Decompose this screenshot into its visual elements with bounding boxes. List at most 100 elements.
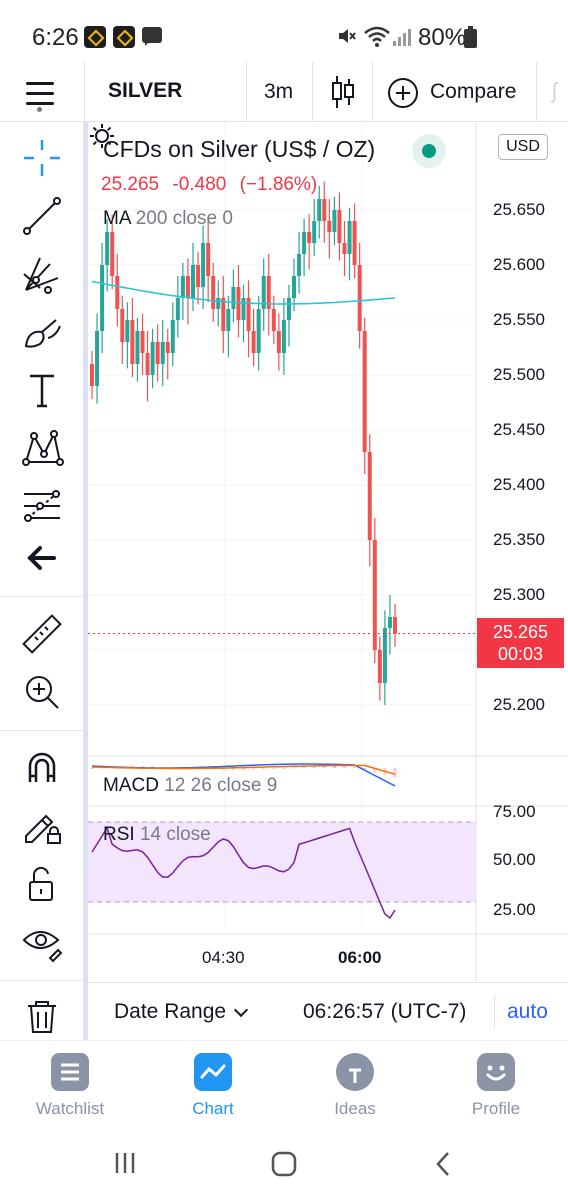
candle-body xyxy=(100,265,105,331)
magnet-icon[interactable] xyxy=(18,744,66,792)
nav-ideas[interactable]: Ideas xyxy=(300,1051,410,1131)
brush-icon[interactable] xyxy=(18,308,66,356)
candle-body xyxy=(95,331,100,386)
candle-body xyxy=(297,254,302,276)
candlestick-chart-type-icon[interactable] xyxy=(330,74,356,110)
battery-icon xyxy=(464,26,477,48)
candle-body xyxy=(145,353,150,375)
macd-indicator-legend[interactable]: MACD 12 26 close 9 xyxy=(103,775,277,797)
candle-body xyxy=(175,298,180,320)
candle-body xyxy=(251,331,256,353)
candle-body xyxy=(393,617,397,634)
candle-body xyxy=(347,221,352,254)
macd-histogram-bar xyxy=(363,768,367,771)
price-change: -0.480 xyxy=(172,174,227,195)
symbol-button[interactable]: SILVER xyxy=(108,79,183,102)
home-icon[interactable] xyxy=(270,1150,298,1178)
price-axis-label: 25.600 xyxy=(493,255,545,274)
candle-body xyxy=(165,342,170,353)
lock-drawings-pencil-icon[interactable] xyxy=(18,802,66,850)
smiley-profile-icon xyxy=(477,1053,515,1091)
interval-button[interactable]: 3m xyxy=(264,80,294,103)
macd-histogram-bar xyxy=(393,768,397,778)
ma-line xyxy=(91,280,396,305)
rsi-indicator-legend[interactable]: RSI 14 close xyxy=(103,824,211,846)
macd-histogram-bar xyxy=(252,768,256,770)
last-price: 25.265 xyxy=(101,174,160,195)
bottom-navigation: Watchlist Chart Ideas Profile xyxy=(0,1040,568,1132)
prediction-tool-icon[interactable] xyxy=(18,482,66,530)
macd-histogram-bar xyxy=(332,766,336,768)
battery-percent: 80% xyxy=(418,24,467,51)
macd-histogram-bar xyxy=(272,768,276,769)
candle-body xyxy=(130,320,135,364)
rsi-axis-label: 50.00 xyxy=(493,850,536,869)
zoom-in-icon[interactable] xyxy=(18,668,66,716)
price-axis-label: 25.550 xyxy=(493,310,545,329)
candle-body xyxy=(276,331,281,353)
indicators-icon[interactable]: ʃ xyxy=(552,78,557,103)
date-range-button[interactable]: Date Range xyxy=(114,1000,227,1023)
rsi-params: 14 close xyxy=(139,824,211,845)
candle-body xyxy=(307,232,312,243)
macd-name: MACD xyxy=(103,775,159,796)
text-tool-icon[interactable] xyxy=(18,366,66,414)
chart-pane[interactable]: CFDs on Silver (US$ / OZ) 25.265 -0.480 … xyxy=(88,122,568,982)
watchlist-icon xyxy=(51,1053,89,1091)
candle-body xyxy=(271,309,276,331)
candle-body xyxy=(332,210,337,232)
macd-histogram-bar xyxy=(141,766,144,768)
nav-profile[interactable]: Profile xyxy=(441,1051,551,1131)
currency-badge[interactable]: USD xyxy=(498,134,548,160)
candle-body xyxy=(256,309,261,353)
eye-visibility-icon[interactable] xyxy=(18,918,66,966)
ruler-icon[interactable] xyxy=(18,610,66,658)
ma-indicator-legend[interactable]: MA 200 close 0 xyxy=(103,208,233,230)
nav-watchlist[interactable]: Watchlist xyxy=(15,1051,125,1131)
back-arrow-icon[interactable] xyxy=(18,534,66,582)
drawing-tools-sidebar xyxy=(0,122,84,1040)
price-axis-label: 25.400 xyxy=(493,475,545,494)
gann-fan-icon[interactable] xyxy=(18,250,66,298)
candle-body xyxy=(90,364,94,386)
price-axis-label: 25.350 xyxy=(493,530,545,549)
candle-body xyxy=(185,276,190,298)
compare-plus-icon[interactable] xyxy=(388,78,418,108)
candle-body xyxy=(312,221,317,243)
unlock-icon[interactable] xyxy=(18,860,66,908)
time-axis-label: 04:30 xyxy=(202,948,245,967)
auto-scale-button[interactable]: auto xyxy=(507,1000,548,1023)
candle-body xyxy=(352,221,357,265)
macd-histogram-bar xyxy=(221,768,225,770)
candle-body xyxy=(221,298,226,331)
chevron-down-icon[interactable] xyxy=(233,1002,249,1018)
candle-body xyxy=(206,243,211,276)
compare-button[interactable]: Compare xyxy=(430,80,517,103)
candle-body xyxy=(261,276,266,309)
macd-histogram-bar xyxy=(302,766,306,768)
crosshair-icon[interactable] xyxy=(18,134,66,182)
time-axis-label: 06:00 xyxy=(338,948,382,967)
macd-params: 12 26 close 9 xyxy=(164,775,278,796)
candle-body xyxy=(357,265,362,331)
candle-body xyxy=(236,287,241,320)
macd-histogram-bar xyxy=(373,768,377,773)
candle-body xyxy=(180,276,185,298)
macd-histogram-bar xyxy=(262,768,266,770)
binance-notification-icon xyxy=(113,26,135,48)
chart-canvas[interactable] xyxy=(88,122,568,982)
back-icon[interactable] xyxy=(432,1150,454,1178)
candle-body xyxy=(387,617,392,628)
chart-settings-gear-icon[interactable] xyxy=(88,122,116,150)
trend-line-icon[interactable] xyxy=(18,192,66,240)
nav-chart[interactable]: Chart xyxy=(158,1051,268,1131)
menu-icon[interactable] xyxy=(24,78,58,112)
candle-body xyxy=(286,298,291,320)
trash-icon[interactable] xyxy=(18,992,66,1040)
candle-body xyxy=(135,331,140,364)
pattern-tool-icon[interactable] xyxy=(18,424,66,472)
rsi-axis-label: 75.00 xyxy=(493,802,536,821)
ma-params: 200 close 0 xyxy=(135,208,233,229)
recent-apps-icon[interactable] xyxy=(112,1150,138,1176)
timezone-clock[interactable]: 06:26:57 (UTC-7) xyxy=(303,1000,467,1023)
